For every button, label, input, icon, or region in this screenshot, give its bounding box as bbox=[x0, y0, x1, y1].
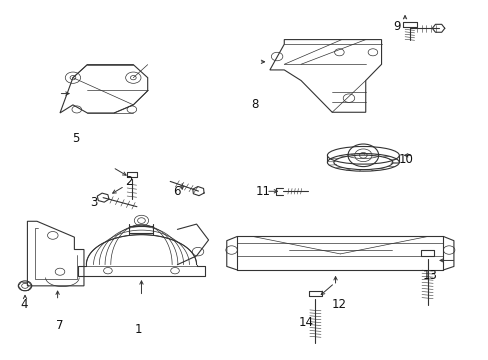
Text: 6: 6 bbox=[172, 185, 180, 198]
Text: 11: 11 bbox=[256, 185, 271, 198]
Text: 4: 4 bbox=[20, 298, 28, 311]
Text: 1: 1 bbox=[134, 323, 142, 337]
Text: 8: 8 bbox=[251, 98, 258, 111]
Text: 10: 10 bbox=[398, 153, 413, 166]
Text: 12: 12 bbox=[331, 298, 346, 311]
Text: 7: 7 bbox=[56, 319, 63, 332]
Text: 14: 14 bbox=[298, 316, 313, 329]
Text: 13: 13 bbox=[422, 270, 437, 283]
Text: 9: 9 bbox=[392, 20, 400, 33]
Text: 3: 3 bbox=[90, 197, 97, 210]
Text: 5: 5 bbox=[72, 132, 80, 145]
Text: 2: 2 bbox=[124, 175, 132, 188]
